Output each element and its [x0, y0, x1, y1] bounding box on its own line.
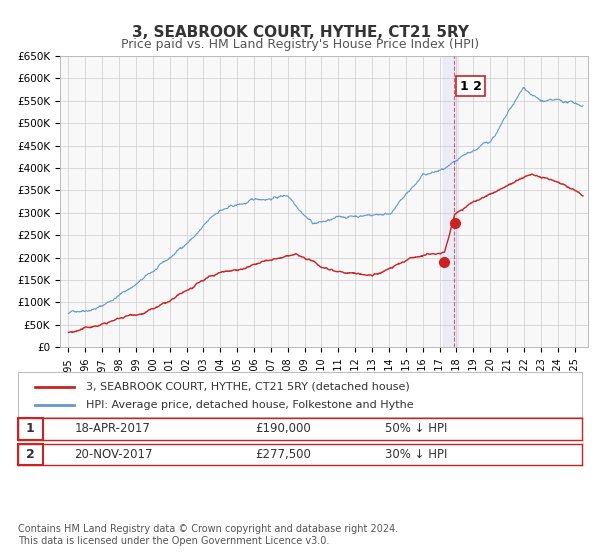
Text: 20-NOV-2017: 20-NOV-2017 — [74, 447, 153, 461]
Text: 3, SEABROOK COURT, HYTHE, CT21 5RY: 3, SEABROOK COURT, HYTHE, CT21 5RY — [131, 25, 469, 40]
Text: 18-APR-2017: 18-APR-2017 — [74, 422, 150, 436]
Text: 2: 2 — [26, 447, 35, 461]
Text: HPI: Average price, detached house, Folkestone and Hythe: HPI: Average price, detached house, Folk… — [86, 400, 413, 410]
Text: 1 2: 1 2 — [460, 80, 482, 92]
Text: £277,500: £277,500 — [255, 447, 311, 461]
FancyBboxPatch shape — [18, 444, 43, 465]
Text: 3, SEABROOK COURT, HYTHE, CT21 5RY (detached house): 3, SEABROOK COURT, HYTHE, CT21 5RY (deta… — [86, 382, 409, 392]
Text: Price paid vs. HM Land Registry's House Price Index (HPI): Price paid vs. HM Land Registry's House … — [121, 38, 479, 51]
Bar — [443, 56, 458, 347]
Text: Contains HM Land Registry data © Crown copyright and database right 2024.
This d: Contains HM Land Registry data © Crown c… — [18, 524, 398, 546]
FancyBboxPatch shape — [18, 418, 43, 440]
Text: 50% ↓ HPI: 50% ↓ HPI — [385, 422, 447, 436]
Text: 30% ↓ HPI: 30% ↓ HPI — [385, 447, 447, 461]
Text: 1: 1 — [26, 422, 35, 436]
Text: £190,000: £190,000 — [255, 422, 311, 436]
